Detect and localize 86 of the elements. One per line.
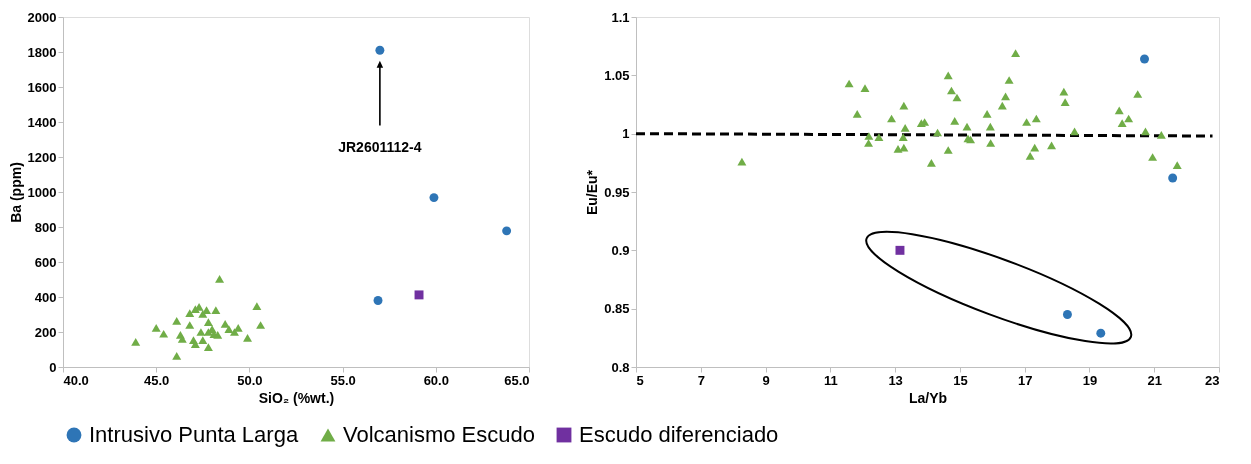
point xyxy=(1011,49,1021,58)
x-tick-label: 11 xyxy=(823,372,838,388)
point xyxy=(1133,90,1143,98)
point xyxy=(1070,127,1080,136)
y-tick-label: 0.85 xyxy=(604,301,630,317)
x-tick-label: 45.0 xyxy=(144,372,170,388)
point xyxy=(887,114,897,123)
point xyxy=(1025,151,1035,160)
y-tick-label: 0.95 xyxy=(604,184,630,200)
point xyxy=(962,122,972,131)
x-axis-title: La/Yb xyxy=(908,389,948,406)
point xyxy=(864,132,874,140)
point xyxy=(1059,87,1069,96)
x-tick-label: 9 xyxy=(762,372,770,388)
point xyxy=(1172,161,1182,170)
annotation: JR2601112-4 xyxy=(338,139,422,156)
point xyxy=(926,158,936,167)
point xyxy=(1156,130,1166,139)
y-axis-title: Ba (ppm) xyxy=(7,162,24,223)
point xyxy=(899,143,909,152)
x-tick-label: 5 xyxy=(636,372,644,388)
point xyxy=(1117,119,1127,128)
point xyxy=(895,245,905,255)
y-tick-label: 800 xyxy=(34,219,57,235)
x-axis-title: SiO₂ (%wt.) xyxy=(258,389,335,406)
y-tick-label: 1 xyxy=(622,126,630,142)
point xyxy=(864,139,874,147)
x-tick-label: 55.0 xyxy=(330,372,356,388)
legend-label: Volcanismo Escudo xyxy=(343,422,535,447)
legend-label: Intrusivo Punta Larga xyxy=(89,422,299,447)
y-tick-label: 0.8 xyxy=(611,359,630,375)
x-tick-label: 15 xyxy=(953,372,968,388)
point xyxy=(1168,173,1178,183)
point xyxy=(950,116,960,125)
y-tick-label: 1.05 xyxy=(604,67,630,83)
x-tick-label: 13 xyxy=(888,372,903,388)
point xyxy=(737,157,747,166)
point xyxy=(852,109,862,118)
point xyxy=(899,101,909,110)
point xyxy=(1031,114,1041,123)
point xyxy=(1140,54,1149,64)
x-tick-label: 21 xyxy=(1147,372,1162,388)
x-tick-label: 60.0 xyxy=(423,372,449,388)
point xyxy=(1001,92,1011,101)
point xyxy=(1030,143,1040,152)
point xyxy=(985,122,995,131)
x-tick-label: 17 xyxy=(1017,372,1033,388)
point xyxy=(943,146,953,154)
point xyxy=(1060,98,1070,107)
point xyxy=(982,109,992,118)
x-tick-label: 23 xyxy=(1205,372,1220,388)
x-tick-label: 65.0 xyxy=(504,372,530,388)
y-tick-label: 400 xyxy=(34,289,57,305)
point xyxy=(1114,106,1124,115)
point xyxy=(898,133,908,142)
point xyxy=(997,101,1007,110)
y-tick-label: 2000 xyxy=(27,9,57,25)
point xyxy=(1004,76,1014,84)
point xyxy=(1022,118,1032,126)
legend-label: Escudo diferenciado xyxy=(579,422,779,447)
point xyxy=(860,84,870,93)
y-tick-label: 1600 xyxy=(27,79,57,95)
point xyxy=(947,86,956,95)
y-tick-label: 1800 xyxy=(27,44,57,60)
point xyxy=(943,71,953,80)
y-tick-label: 1.1 xyxy=(611,9,630,25)
point xyxy=(900,123,910,132)
y-tick-label: 0.9 xyxy=(611,242,630,258)
y-tick-label: 1400 xyxy=(27,114,57,130)
y-tick-label: 600 xyxy=(34,254,57,270)
y-axis-title: Eu/Eu* xyxy=(584,169,601,216)
point xyxy=(1047,141,1057,150)
y-tick-label: 0 xyxy=(49,359,57,375)
point xyxy=(1096,328,1106,338)
point xyxy=(1148,153,1158,161)
point xyxy=(986,139,996,147)
y-tick-label: 1200 xyxy=(27,149,57,165)
point xyxy=(874,133,884,142)
y-tick-label: 200 xyxy=(34,324,57,340)
y-tick-label: 1000 xyxy=(27,184,57,200)
x-tick-label: 40.0 xyxy=(63,372,89,388)
x-tick-label: 19 xyxy=(1082,372,1098,388)
point xyxy=(1062,310,1072,319)
point xyxy=(1141,127,1150,136)
x-tick-label: 7 xyxy=(697,372,705,388)
x-tick-label: 50.0 xyxy=(237,372,263,388)
